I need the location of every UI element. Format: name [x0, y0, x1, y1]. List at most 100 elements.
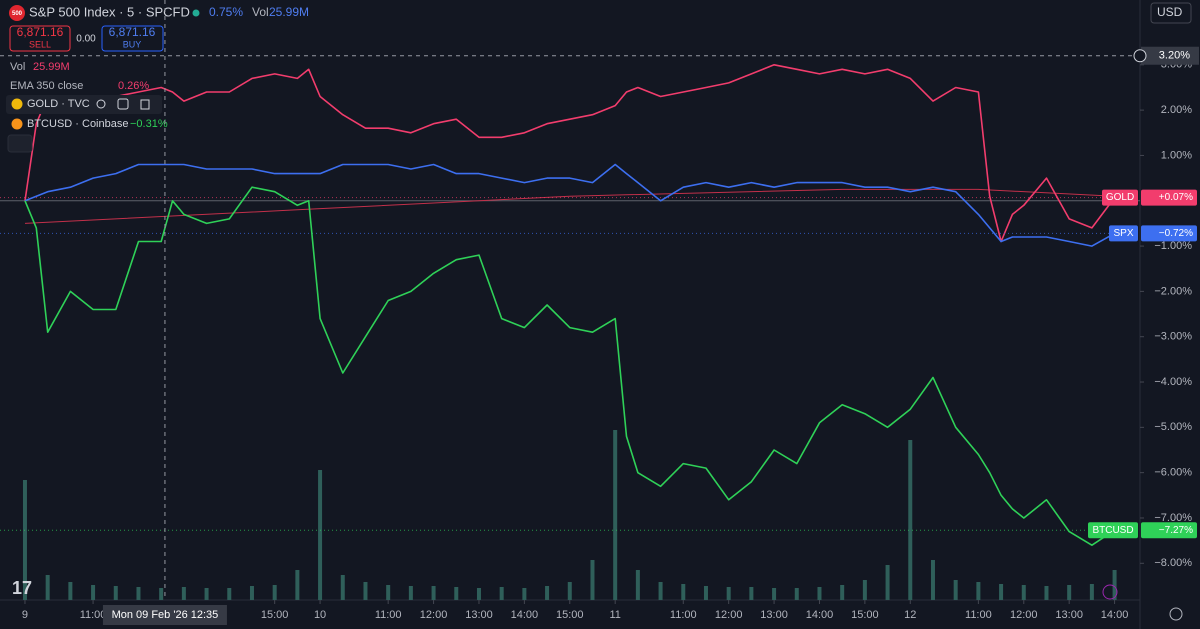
- volume-bar: [68, 582, 73, 600]
- volume-bar: [136, 587, 141, 600]
- volume-bar: [454, 587, 459, 600]
- volume-bar: [318, 470, 323, 600]
- last-value-box: [1141, 189, 1197, 206]
- volume-bar: [340, 575, 345, 600]
- y-tick-label: −1.00%: [1154, 240, 1192, 252]
- buy-price[interactable]: 6,871.16: [109, 25, 156, 39]
- header: 500 S&P 500 Index · 5 · SPCFD 0.75% Vol …: [6, 2, 1192, 621]
- x-tick-label: 11: [609, 609, 620, 621]
- series-name-box: [1088, 522, 1138, 539]
- y-tick-label: −4.00%: [1154, 376, 1192, 388]
- x-tick-label: 15:00: [556, 609, 584, 621]
- x-tick-label: 14:00: [511, 609, 539, 621]
- volume-row-value: 25.99M: [33, 61, 70, 73]
- volume-bar: [681, 584, 686, 600]
- symbol: S&P 500 Index · 5 · SPCFD: [29, 4, 190, 19]
- volume-bar: [91, 585, 96, 600]
- settings-icon[interactable]: [117, 98, 129, 110]
- change: 0.75%: [209, 5, 243, 19]
- y-tick-label: −5.00%: [1154, 421, 1192, 433]
- ema-value: 0.26%: [118, 80, 149, 92]
- x-tick-label: 13:00: [465, 609, 493, 621]
- volume-bar: [476, 588, 481, 600]
- volume-bar: [794, 588, 799, 600]
- buy-text[interactable]: BUY: [123, 39, 142, 49]
- volume-bar: [295, 570, 300, 600]
- volume-bar: [22, 480, 27, 600]
- ema-line: [24, 188, 1115, 224]
- spread: 0.00: [76, 34, 96, 45]
- x-tick-label: 9: [22, 609, 28, 621]
- volume-bar: [999, 584, 1004, 600]
- status-dot: [192, 9, 200, 17]
- volume-bar: [840, 585, 845, 600]
- x-tick-label: 10: [314, 609, 326, 621]
- volume-bar: [363, 582, 368, 600]
- sell-price[interactable]: 6,871.16: [17, 25, 64, 39]
- y-tick-label: −3.00%: [1154, 331, 1192, 343]
- buy-button[interactable]: [101, 25, 164, 52]
- eye-icon[interactable]: [96, 99, 106, 109]
- series-name: BTCUSD: [1092, 525, 1133, 536]
- x-tick-label: 11:00: [375, 609, 402, 621]
- btc-label: BTCUSD · Coinbase: [27, 118, 128, 130]
- lightning-icon[interactable]: [1102, 584, 1118, 600]
- x-tick-label: 11:00: [670, 609, 697, 621]
- series-line: [24, 186, 1116, 546]
- volume-bar: [522, 588, 527, 600]
- volume-bar: [249, 586, 254, 600]
- last-value-box: [1141, 522, 1197, 539]
- x-tick-label: 12:00: [715, 609, 743, 621]
- volume-bar: [703, 586, 708, 600]
- x-tick-label: 14:00: [1101, 609, 1129, 621]
- series-name-box: [1102, 189, 1138, 206]
- x-tick-label: 13:00: [1055, 609, 1083, 621]
- volume-bar: [590, 560, 595, 600]
- series-name: GOLD: [1106, 192, 1134, 203]
- volume-bar: [976, 582, 981, 600]
- volume-bar: [862, 580, 867, 600]
- volume-bar: [749, 587, 754, 600]
- last-value-label: −0.72%: [1159, 228, 1193, 239]
- series-line: [24, 163, 1115, 247]
- sell-button[interactable]: [9, 25, 71, 52]
- delete-icon[interactable]: [140, 99, 150, 110]
- collapse-button[interactable]: [7, 134, 33, 153]
- volume-bar: [567, 582, 572, 600]
- volume-bar: [181, 587, 186, 600]
- series-line: [24, 64, 1116, 243]
- gold-icon: [11, 98, 23, 110]
- volume-bar: [408, 586, 413, 600]
- btc-value: −0.31%: [130, 118, 168, 130]
- vol-value: 25.99M: [269, 5, 309, 19]
- tv-logo: 17: [12, 578, 32, 598]
- x-tick-label: 12:00: [420, 609, 448, 621]
- crosshair-y-box: [1141, 46, 1199, 65]
- volume-bar: [1089, 584, 1094, 600]
- currency-button[interactable]: [1150, 2, 1192, 24]
- y-tick-label: −7.00%: [1154, 512, 1192, 524]
- sell-text[interactable]: SELL: [29, 39, 51, 49]
- volume-bar: [772, 588, 777, 600]
- crosshair-y-label: 3.20%: [1159, 50, 1190, 62]
- volume-bar: [113, 586, 118, 600]
- vol-label: Vol: [252, 5, 269, 19]
- currency[interactable]: USD: [1157, 5, 1183, 19]
- crosshair-x-box: [102, 605, 227, 625]
- gear-icon[interactable]: [1169, 607, 1183, 621]
- volume-bar: [953, 580, 958, 600]
- plot: [0, 64, 1140, 600]
- volume-bar: [431, 586, 436, 600]
- last-value-label: +0.07%: [1159, 192, 1193, 203]
- volume-bar: [45, 575, 50, 600]
- volume-bar: [545, 586, 550, 600]
- volume-bar: [817, 587, 822, 600]
- volume-bar: [1067, 585, 1072, 600]
- x-tick-label: 14:00: [806, 609, 834, 621]
- volume-row-label: Vol: [10, 61, 25, 73]
- gold-label[interactable]: GOLD · TVC: [27, 98, 90, 110]
- volume-bar: [613, 430, 618, 600]
- volume-bar: [499, 587, 504, 600]
